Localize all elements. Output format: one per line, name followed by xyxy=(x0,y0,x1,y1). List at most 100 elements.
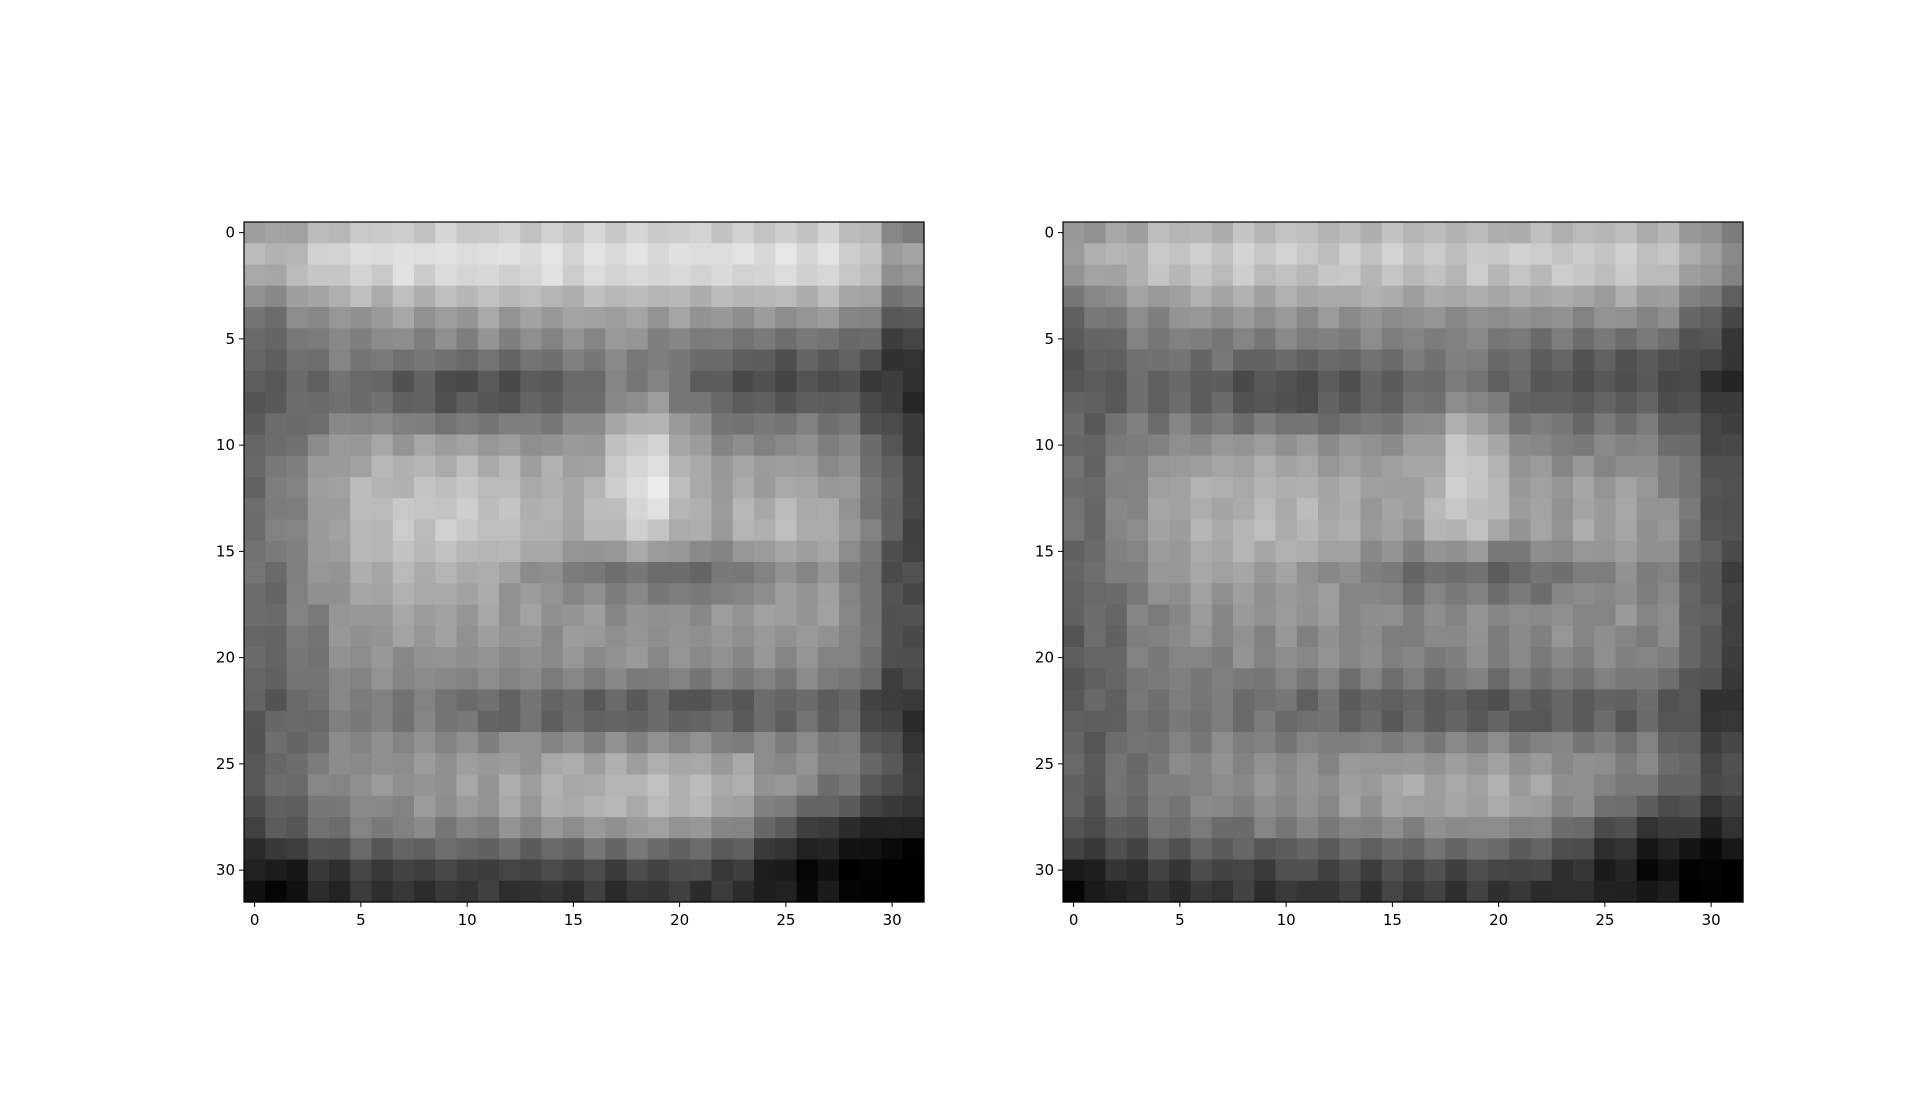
heatmap-cell xyxy=(244,774,266,797)
heatmap-cell xyxy=(1360,838,1383,861)
heatmap-cell xyxy=(860,647,883,669)
heatmap-cell xyxy=(1126,795,1149,818)
x-tick-label: 25 xyxy=(776,911,795,929)
heatmap-cell xyxy=(1615,222,1638,244)
heatmap-cell xyxy=(265,328,288,351)
heatmap-cell xyxy=(1424,222,1447,244)
heatmap-cell xyxy=(456,583,479,606)
heatmap-cell xyxy=(392,370,415,393)
heatmap-cell xyxy=(690,349,713,372)
heatmap-cell xyxy=(605,519,628,542)
heatmap-cell xyxy=(1594,498,1617,521)
heatmap-cell xyxy=(1339,880,1362,903)
heatmap-cell xyxy=(1211,540,1234,563)
heatmap-cell xyxy=(350,817,373,839)
heatmap-cell xyxy=(860,604,883,627)
heatmap-cell xyxy=(1636,583,1659,606)
heatmap-cell xyxy=(669,519,691,542)
heatmap-cell xyxy=(562,732,585,754)
heatmap-cell xyxy=(499,817,521,839)
heatmap-cell xyxy=(690,413,713,436)
heatmap-cell xyxy=(775,222,798,244)
heatmap-cell xyxy=(244,307,266,329)
heatmap-cell xyxy=(584,710,606,733)
heatmap-cell xyxy=(1424,710,1447,733)
heatmap-cell xyxy=(1190,604,1213,627)
heatmap-cell xyxy=(754,477,776,499)
heatmap-cell xyxy=(1658,753,1680,776)
heatmap-cell xyxy=(1190,413,1213,436)
heatmap-cell xyxy=(435,477,458,499)
heatmap-cell xyxy=(1126,434,1149,457)
heatmap-cell xyxy=(881,370,904,393)
heatmap-cell xyxy=(1233,540,1255,563)
heatmap-cell xyxy=(584,455,606,478)
heatmap-cell xyxy=(902,413,925,436)
heatmap-cell xyxy=(1211,583,1234,606)
heatmap-cell xyxy=(1339,817,1362,839)
heatmap-cell xyxy=(1296,222,1319,244)
heatmap-cell xyxy=(244,689,266,712)
heatmap-cell xyxy=(1403,413,1425,436)
heatmap-cell xyxy=(1148,753,1170,776)
heatmap-cell xyxy=(1169,540,1192,563)
heatmap-cell xyxy=(1211,859,1234,882)
heatmap-cell xyxy=(1700,413,1723,436)
heatmap-cell xyxy=(265,795,288,818)
heatmap-cell xyxy=(775,285,798,308)
heatmap-cell xyxy=(1530,328,1553,351)
heatmap-cell xyxy=(1190,498,1213,521)
heatmap-cell xyxy=(244,668,266,691)
heatmap-cell xyxy=(605,413,628,436)
heatmap-cell xyxy=(350,264,373,287)
heatmap-cell xyxy=(690,434,713,457)
heatmap-cell xyxy=(350,774,373,797)
heatmap-cell xyxy=(1275,710,1298,733)
heatmap-cell xyxy=(350,753,373,776)
heatmap-cell xyxy=(1381,222,1404,244)
heatmap-cell xyxy=(477,710,500,733)
heatmap-cell xyxy=(584,328,606,351)
heatmap-cell xyxy=(881,817,904,839)
heatmap-cell xyxy=(456,243,479,266)
heatmap-cell xyxy=(1275,498,1298,521)
heatmap-cell xyxy=(1233,392,1255,414)
heatmap-cell xyxy=(1105,838,1128,861)
heatmap-cell xyxy=(647,753,670,776)
heatmap-cell xyxy=(265,562,288,584)
heatmap-cell xyxy=(1360,498,1383,521)
heatmap-cell xyxy=(1615,817,1638,839)
heatmap-cell xyxy=(499,625,521,648)
y-tick-label: 30 xyxy=(1035,861,1054,879)
heatmap-cell xyxy=(350,859,373,882)
heatmap-cell xyxy=(626,753,649,776)
heatmap-cell xyxy=(286,392,309,414)
x-tick-label: 0 xyxy=(1069,911,1079,929)
heatmap-cell xyxy=(1679,243,1702,266)
heatmap-cell xyxy=(881,498,904,521)
heatmap-cell xyxy=(499,710,521,733)
heatmap-cell xyxy=(1573,689,1595,712)
heatmap-cell xyxy=(584,625,606,648)
heatmap-cell xyxy=(1700,647,1723,669)
heatmap-cell xyxy=(690,710,713,733)
heatmap-cell xyxy=(1594,349,1617,372)
heatmap-cell xyxy=(1360,817,1383,839)
heatmap-cell xyxy=(669,859,691,882)
y-tick-label: 20 xyxy=(1035,649,1054,667)
heatmap-cell xyxy=(350,328,373,351)
heatmap-cell xyxy=(244,795,266,818)
heatmap-cell xyxy=(711,222,734,244)
heatmap-cell xyxy=(1254,817,1277,839)
heatmap-cell xyxy=(562,625,585,648)
heatmap-cell xyxy=(626,328,649,351)
heatmap-cell xyxy=(1424,732,1447,754)
heatmap-cell xyxy=(732,859,755,882)
heatmap-cell xyxy=(1063,328,1085,351)
heatmap-cell xyxy=(1360,604,1383,627)
heatmap-cell xyxy=(839,370,861,393)
heatmap-cell xyxy=(1169,498,1192,521)
heatmap-cell xyxy=(371,519,394,542)
heatmap-cell xyxy=(1658,817,1680,839)
heatmap-cell xyxy=(881,413,904,436)
